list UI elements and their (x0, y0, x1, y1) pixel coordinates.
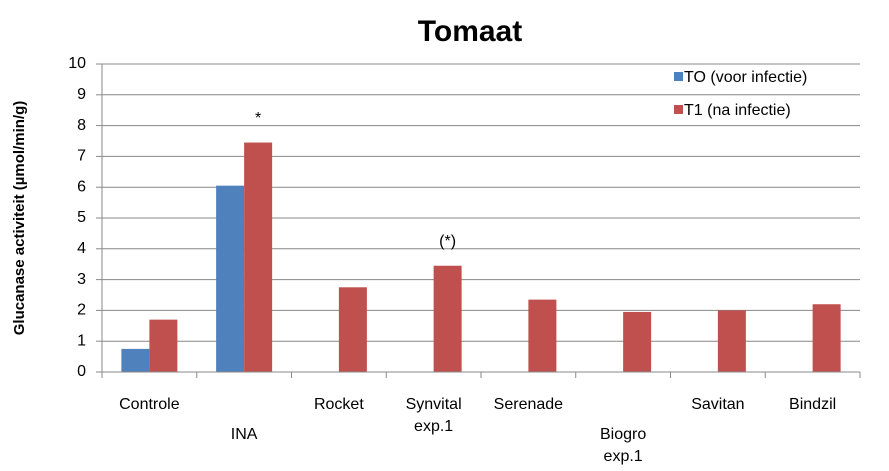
y-tick-label: 5 (77, 209, 86, 226)
x-tick-label: Biogro exp.1 (600, 426, 646, 465)
y-axis-label: Glucanase activiteit (µmol/min/g) (11, 101, 28, 336)
x-tick-label: Controle (119, 396, 180, 413)
bar (216, 185, 245, 372)
legend-swatch (674, 105, 683, 114)
x-tick-label: Serenade (494, 396, 563, 413)
bar (121, 348, 150, 372)
bar (717, 310, 746, 372)
y-tick-label: 9 (77, 86, 86, 103)
annotation: (*) (439, 233, 456, 250)
y-tick-label: 3 (77, 271, 86, 288)
chart-title: Tomaat (418, 15, 522, 48)
y-tick-label: 4 (77, 240, 86, 257)
y-tick-label: 10 (68, 55, 86, 72)
x-tick-label: Savitan (691, 396, 744, 413)
bar (623, 311, 652, 372)
legend-label: TO (voor infectie) (684, 69, 807, 86)
y-tick-label: 1 (77, 332, 86, 349)
x-tick-label: INA (231, 426, 258, 443)
legend-swatch (674, 72, 683, 81)
y-tick-label: 7 (77, 148, 86, 165)
bar (244, 142, 273, 372)
x-tick-label: Bindzil (789, 396, 836, 413)
bar (528, 299, 557, 372)
bar (149, 319, 178, 372)
y-tick-label: 2 (77, 302, 86, 319)
annotation: * (255, 110, 261, 127)
bar (338, 287, 367, 372)
y-tick-label: 0 (77, 363, 86, 380)
bar (812, 304, 841, 372)
legend-label: T1 (na infectie) (684, 102, 791, 119)
y-tick-label: 6 (77, 178, 86, 195)
bar (433, 265, 462, 372)
x-tick-label: Synvital exp.1 (406, 396, 462, 435)
y-tick-label: 8 (77, 117, 86, 134)
x-tick-label: Rocket (314, 396, 364, 413)
